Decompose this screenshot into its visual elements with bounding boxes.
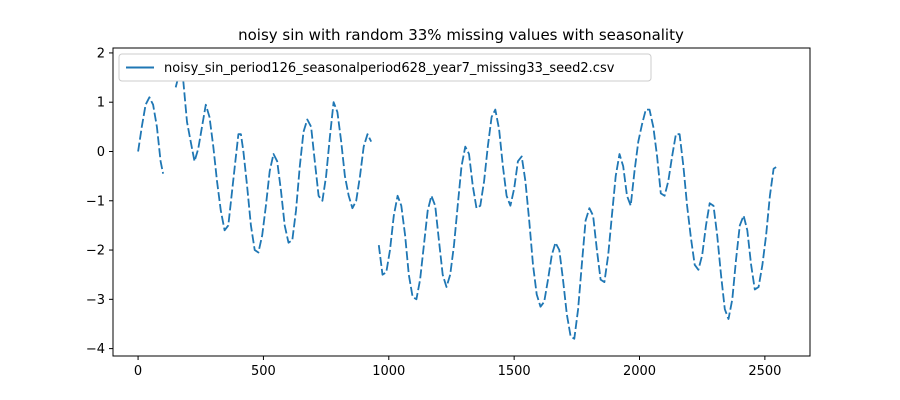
series-line-segment [137,96,164,174]
y-tick-label: 1 [97,96,105,111]
plot-area [112,47,811,357]
x-tick-label: 500 [251,364,276,379]
x-tick-label: 0 [134,364,142,379]
y-tick-label: −1 [86,194,105,209]
x-tick-label: 1500 [498,364,531,379]
x-axis-ticks: 0 500 1000 1500 2000 2500 [134,356,781,379]
y-axis-ticks: −4 −3 −2 −1 0 1 2 [86,46,113,357]
y-tick-label: −4 [86,342,105,357]
legend: noisy_sin_period126_seasonalperiod628_ye… [118,53,652,82]
x-tick-label: 1000 [372,364,405,379]
series-line-segment [174,71,373,254]
y-tick-label: −2 [86,244,105,259]
y-tick-label: 2 [97,46,105,61]
legend-box [118,53,652,82]
x-tick-label: 2500 [748,364,781,379]
series-layer [137,71,778,340]
x-tick-label: 2000 [623,364,656,379]
y-tick-label: −3 [86,293,105,308]
chart-title: noisy sin with random 33% missing values… [238,26,684,44]
series-line-segment [377,108,778,340]
legend-label: noisy_sin_period126_seasonalperiod628_ye… [164,61,615,76]
y-tick-label: 0 [97,145,105,160]
